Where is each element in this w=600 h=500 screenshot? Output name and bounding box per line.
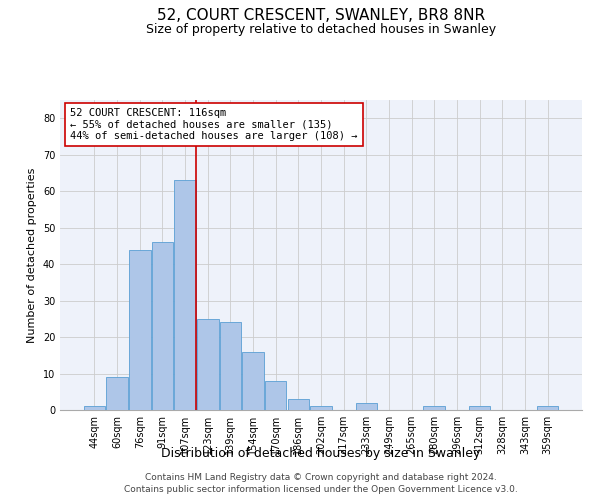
Bar bbox=[242, 352, 264, 410]
Text: Contains public sector information licensed under the Open Government Licence v3: Contains public sector information licen… bbox=[124, 485, 518, 494]
Text: Contains HM Land Registry data © Crown copyright and database right 2024.: Contains HM Land Registry data © Crown c… bbox=[145, 472, 497, 482]
Bar bbox=[424, 406, 445, 410]
Text: Distribution of detached houses by size in Swanley: Distribution of detached houses by size … bbox=[161, 448, 481, 460]
Bar bbox=[265, 381, 286, 410]
Text: 52, COURT CRESCENT, SWANLEY, BR8 8NR: 52, COURT CRESCENT, SWANLEY, BR8 8NR bbox=[157, 8, 485, 22]
Bar bbox=[106, 377, 128, 410]
Bar bbox=[310, 406, 332, 410]
Bar bbox=[152, 242, 173, 410]
Bar bbox=[220, 322, 241, 410]
Bar bbox=[287, 399, 309, 410]
Text: Size of property relative to detached houses in Swanley: Size of property relative to detached ho… bbox=[146, 22, 496, 36]
Bar bbox=[469, 406, 490, 410]
Bar bbox=[537, 406, 558, 410]
Bar bbox=[197, 319, 218, 410]
Text: 52 COURT CRESCENT: 116sqm
← 55% of detached houses are smaller (135)
44% of semi: 52 COURT CRESCENT: 116sqm ← 55% of detac… bbox=[70, 108, 358, 141]
Bar bbox=[129, 250, 151, 410]
Bar bbox=[175, 180, 196, 410]
Bar bbox=[84, 406, 105, 410]
Y-axis label: Number of detached properties: Number of detached properties bbox=[27, 168, 37, 342]
Bar bbox=[356, 402, 377, 410]
